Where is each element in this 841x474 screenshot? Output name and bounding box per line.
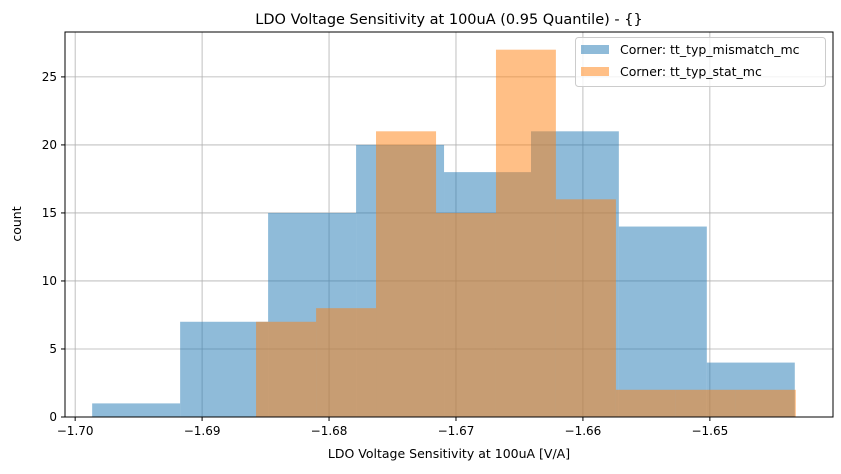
histogram-bar-series-1 [376, 131, 437, 417]
histogram-bar-series-0 [180, 321, 269, 417]
legend-label-mismatch: Corner: tt_typ_mismatch_mc [620, 42, 800, 57]
x-tick-label: −1.70 [57, 424, 94, 438]
x-axis-ticks: −1.70 −1.69 −1.68 −1.67 −1.66 −1.65 [57, 417, 728, 438]
x-tick-label: −1.69 [184, 424, 221, 438]
y-tick-label: 25 [42, 70, 57, 84]
histogram-bar-series-0 [92, 403, 181, 417]
legend-swatch-stat [581, 67, 609, 76]
legend-swatch-mismatch [581, 45, 609, 54]
legend: Corner: tt_typ_mismatch_mc Corner: tt_ty… [575, 37, 826, 87]
histogram-bar-series-1 [256, 321, 317, 417]
legend-box [575, 37, 826, 87]
histogram-bar-series-1 [436, 212, 496, 417]
histogram-bar-series-1 [615, 389, 676, 417]
y-axis-label: count [9, 206, 24, 241]
histogram-bar-series-1 [495, 49, 556, 417]
histogram-bar-series-0 [618, 226, 707, 417]
histogram-bar-series-1 [735, 389, 796, 417]
plot-frame [64, 31, 834, 418]
y-tick-label: 0 [49, 410, 57, 424]
legend-label-stat: Corner: tt_typ_stat_mc [620, 64, 762, 79]
chart-title: LDO Voltage Sensitivity at 100uA (0.95 Q… [255, 12, 642, 28]
histogram-bar-series-1 [675, 389, 736, 417]
x-tick-label: −1.66 [565, 424, 602, 438]
y-tick-label: 15 [42, 206, 57, 220]
x-tick-label: −1.65 [691, 424, 728, 438]
histogram-bars [92, 49, 796, 417]
x-tick-label: −1.67 [438, 424, 475, 438]
y-axis-ticks: 0 5 10 15 20 25 [42, 70, 65, 424]
histogram-bar-series-1 [316, 308, 377, 417]
y-tick-label: 5 [49, 342, 57, 356]
x-tick-label: −1.68 [311, 424, 348, 438]
y-tick-label: 20 [42, 138, 57, 152]
x-axis-label: LDO Voltage Sensitivity at 100uA [V/A] [328, 446, 570, 461]
histogram-bar-series-1 [555, 199, 616, 417]
y-tick-label: 10 [42, 274, 57, 288]
